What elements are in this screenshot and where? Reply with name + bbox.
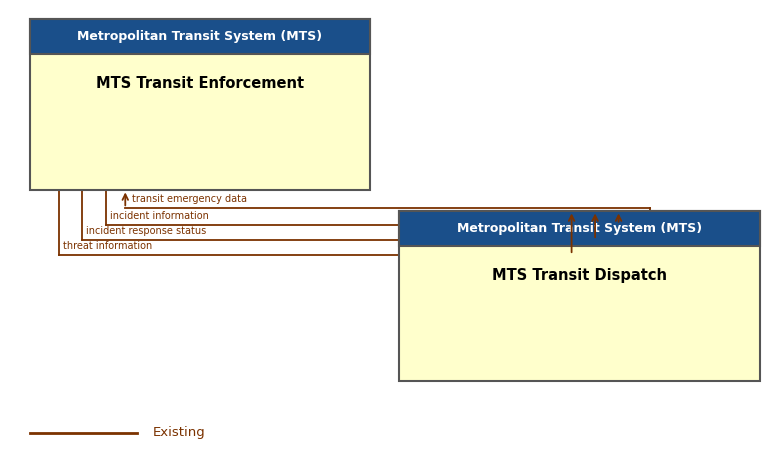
Bar: [30, 19, 370, 54]
Bar: [30, 19, 370, 190]
Text: threat information: threat information: [63, 241, 152, 251]
Text: incident response status: incident response status: [86, 227, 207, 236]
Text: Metropolitan Transit System (MTS): Metropolitan Transit System (MTS): [78, 30, 323, 43]
Text: MTS Transit Enforcement: MTS Transit Enforcement: [96, 76, 304, 91]
Bar: [399, 211, 760, 381]
Text: incident information: incident information: [110, 211, 208, 221]
Text: Metropolitan Transit System (MTS): Metropolitan Transit System (MTS): [456, 222, 702, 234]
Bar: [399, 211, 760, 246]
Text: MTS Transit Dispatch: MTS Transit Dispatch: [492, 268, 667, 283]
Text: Existing: Existing: [153, 426, 205, 439]
Text: transit emergency data: transit emergency data: [132, 194, 247, 204]
